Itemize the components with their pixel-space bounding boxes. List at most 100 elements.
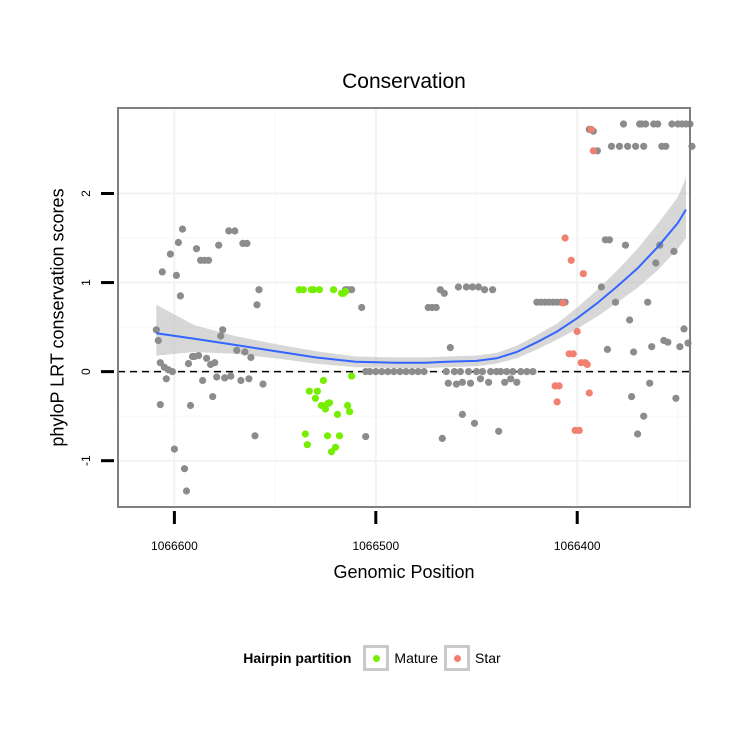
confidence-band — [156, 177, 687, 369]
point-other — [615, 142, 624, 150]
point-other — [652, 259, 660, 267]
point-other — [472, 368, 481, 376]
point-mature — [319, 376, 327, 385]
point-other — [358, 303, 366, 312]
point-other — [182, 487, 191, 495]
point-star — [579, 270, 587, 278]
point-other — [378, 368, 386, 376]
point-other — [497, 368, 505, 376]
point-other — [487, 368, 495, 376]
point-other — [458, 410, 466, 418]
x-tick-label: 1066600 — [151, 539, 198, 553]
point-other — [664, 338, 672, 346]
point-other — [624, 142, 632, 150]
point-other — [517, 368, 525, 376]
point-other — [611, 298, 620, 306]
x-tick-label: 1066400 — [554, 539, 601, 553]
point-other — [603, 345, 612, 353]
point-other — [466, 379, 475, 387]
point-other — [162, 375, 170, 383]
legend-key-star — [444, 645, 470, 671]
point-other — [172, 271, 180, 279]
point-other — [237, 376, 245, 385]
point-mature — [331, 443, 340, 451]
point-other — [396, 368, 404, 376]
point-other — [607, 142, 616, 150]
y-tick-label: 0 — [79, 368, 93, 375]
point-other — [255, 286, 263, 294]
point-other — [213, 373, 221, 381]
smooth-line — [156, 208, 687, 364]
series-mature — [295, 286, 356, 456]
point-other — [176, 292, 184, 300]
point-mature — [342, 287, 350, 296]
point-other — [205, 256, 213, 264]
point-other — [444, 379, 452, 387]
point-other — [225, 227, 233, 235]
point-other — [628, 393, 636, 401]
chart-title: Conservation — [342, 70, 466, 93]
point-other — [243, 239, 251, 247]
point-other — [634, 430, 642, 438]
point-other — [241, 348, 249, 356]
point-other — [640, 142, 648, 150]
point-other — [192, 245, 201, 253]
x-tick-label: 1066500 — [352, 539, 399, 553]
y-tick-label: 2 — [79, 190, 93, 197]
point-other — [462, 283, 470, 291]
point-other — [478, 368, 487, 376]
point-other — [362, 433, 370, 441]
point-other — [597, 283, 606, 291]
panel-border — [117, 107, 691, 508]
point-mature — [346, 408, 354, 416]
mature-dot-icon — [372, 654, 380, 662]
point-star — [573, 327, 581, 336]
point-other — [168, 368, 176, 376]
point-other — [245, 375, 253, 383]
point-other — [485, 378, 493, 386]
point-other — [158, 268, 166, 276]
point-mature — [301, 430, 309, 438]
point-other — [642, 120, 650, 128]
point-other — [156, 401, 164, 409]
point-other — [203, 354, 211, 362]
point-other — [420, 368, 428, 376]
point-star — [575, 426, 583, 434]
point-other — [529, 368, 537, 376]
point-other — [670, 247, 678, 255]
legend: Hairpin partition Mature Star — [0, 645, 750, 671]
point-other — [503, 368, 511, 376]
point-other — [174, 238, 182, 247]
point-other — [372, 368, 380, 376]
point-mature — [303, 441, 311, 449]
point-other — [178, 225, 187, 233]
point-mature — [313, 387, 321, 395]
point-other — [219, 326, 227, 334]
point-other — [195, 352, 203, 360]
point-mature — [333, 410, 342, 418]
point-mature — [309, 286, 317, 294]
point-mature — [323, 432, 332, 440]
point-other — [166, 250, 174, 258]
point-other — [215, 241, 223, 249]
point-other — [626, 316, 634, 324]
point-other — [464, 368, 473, 376]
axes: -1 0 1 2 1066600 1066500 1066400 — [79, 190, 601, 553]
point-other — [474, 283, 483, 291]
point-other — [495, 427, 503, 435]
point-other — [348, 286, 356, 294]
point-other — [630, 348, 638, 356]
legend-title: Hairpin partition — [243, 650, 352, 666]
point-mature — [329, 286, 338, 294]
point-other — [211, 359, 219, 367]
point-other — [632, 142, 640, 150]
point-other — [476, 375, 485, 383]
point-other — [152, 326, 160, 334]
point-other — [458, 378, 466, 386]
point-other — [414, 368, 422, 376]
point-star — [567, 256, 575, 264]
point-other — [199, 376, 207, 385]
point-star — [585, 389, 593, 397]
point-other — [253, 301, 261, 309]
